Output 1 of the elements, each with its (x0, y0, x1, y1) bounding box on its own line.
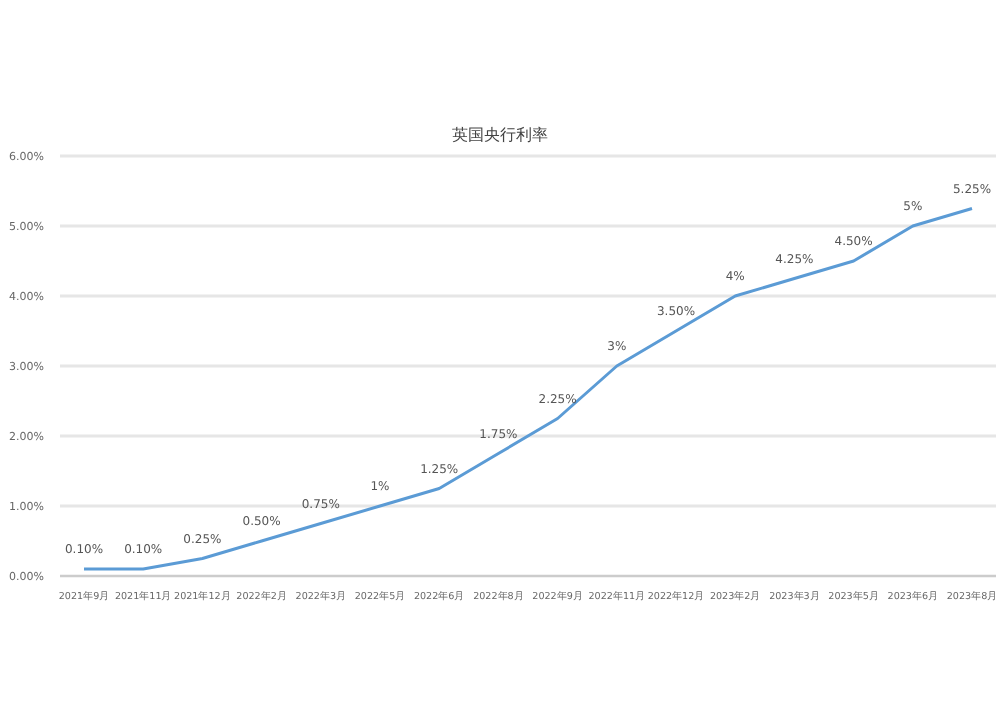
chart-title: 英国央行利率 (450, 124, 550, 146)
